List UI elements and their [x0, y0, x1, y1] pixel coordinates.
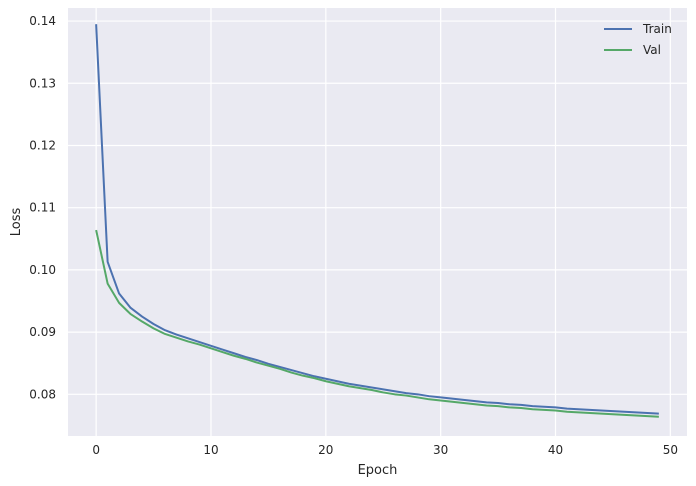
y-tick-label: 0.14: [29, 14, 56, 28]
x-axis-label: Epoch: [358, 463, 398, 478]
legend: Train Val: [604, 22, 672, 57]
series-line-train: [95, 24, 659, 415]
y-tick-label: 0.13: [29, 76, 56, 90]
x-tick-label: 50: [663, 443, 678, 457]
y-tick-label: 0.11: [29, 201, 56, 215]
x-tick-label: 40: [548, 443, 563, 457]
series-lines: [95, 24, 659, 418]
x-tick-label: 0: [92, 443, 100, 457]
series-line-val: [95, 229, 659, 418]
x-tick-label: 20: [318, 443, 333, 457]
y-tick-label: 0.10: [29, 263, 56, 277]
plot-background: [68, 8, 687, 436]
grid-lines: [68, 8, 687, 436]
x-tick-label: 10: [203, 443, 218, 457]
y-axis-label: Loss: [9, 208, 24, 237]
x-tick-label: 30: [433, 443, 448, 457]
y-tick-label: 0.08: [29, 387, 56, 401]
legend-label-val: Val: [643, 43, 661, 57]
legend-label-train: Train: [642, 22, 672, 36]
y-tick-labels: 0.08 0.09 0.10 0.11 0.12 0.13 0.14: [29, 14, 56, 401]
y-tick-label: 0.09: [29, 325, 56, 339]
x-tick-labels: 0 10 20 30 40 50: [92, 443, 678, 457]
y-tick-label: 0.12: [29, 138, 56, 152]
